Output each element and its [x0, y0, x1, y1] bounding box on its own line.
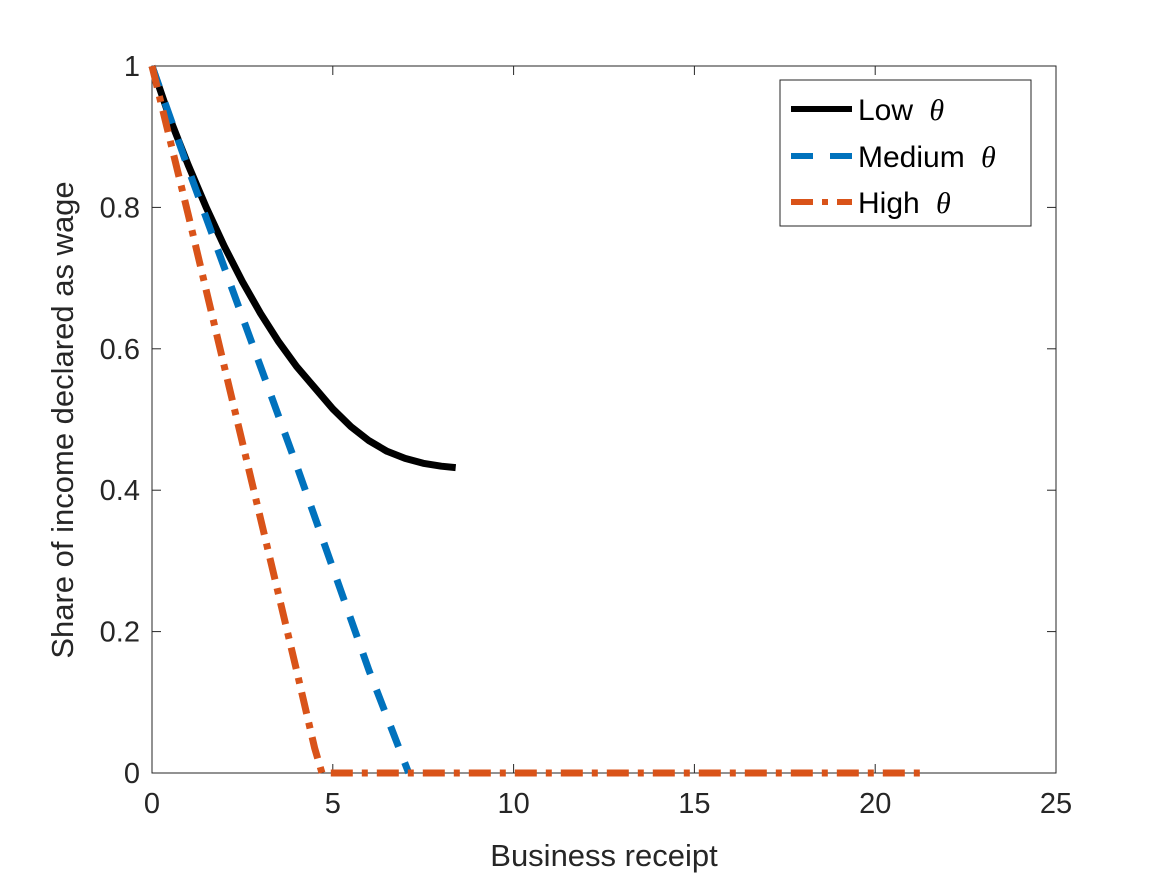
y-axis-label: Share of income declared as wage [45, 181, 80, 658]
series-layer [148, 64, 923, 777]
y-tick-label: 0.6 [100, 334, 140, 366]
legend-label-low: Low [858, 94, 913, 127]
x-tick-label: 25 [1040, 788, 1072, 820]
legend-label-medium: Medium [858, 141, 965, 174]
y-axis-ticks: 0 0.2 0.4 0.6 0.8 1 [100, 51, 1056, 790]
x-tick-label: 20 [859, 788, 891, 820]
x-tick-label: 5 [325, 788, 341, 820]
series-line-high-theta [148, 65, 923, 777]
legend: Low θ Medium θ High θ [779, 79, 1032, 227]
series-line-medium-theta [148, 64, 412, 775]
legend-entry-medium: Medium θ [858, 141, 996, 174]
legend-symbol-low: θ [929, 94, 944, 127]
x-tick-label: 15 [678, 788, 710, 820]
legend-symbol-high: θ [936, 187, 951, 220]
legend-entry-low: Low θ [858, 94, 944, 127]
y-tick-label: 0 [124, 758, 140, 790]
y-tick-label: 1 [124, 51, 140, 83]
x-tick-label: 10 [497, 788, 529, 820]
legend-entry-high: High θ [858, 187, 951, 220]
legend-symbol-medium: θ [981, 141, 996, 174]
y-tick-label: 0.2 [100, 617, 140, 649]
series-line-low-theta [148, 64, 457, 472]
x-tick-label: 0 [144, 788, 160, 820]
legend-box [779, 79, 1032, 227]
x-axis-label: Business receipt [490, 838, 718, 873]
x-axis-ticks: 0 5 10 15 20 25 [144, 66, 1072, 820]
legend-label-high: High [858, 187, 920, 220]
y-tick-label: 0.4 [100, 475, 140, 507]
y-tick-label: 0.8 [100, 192, 140, 224]
